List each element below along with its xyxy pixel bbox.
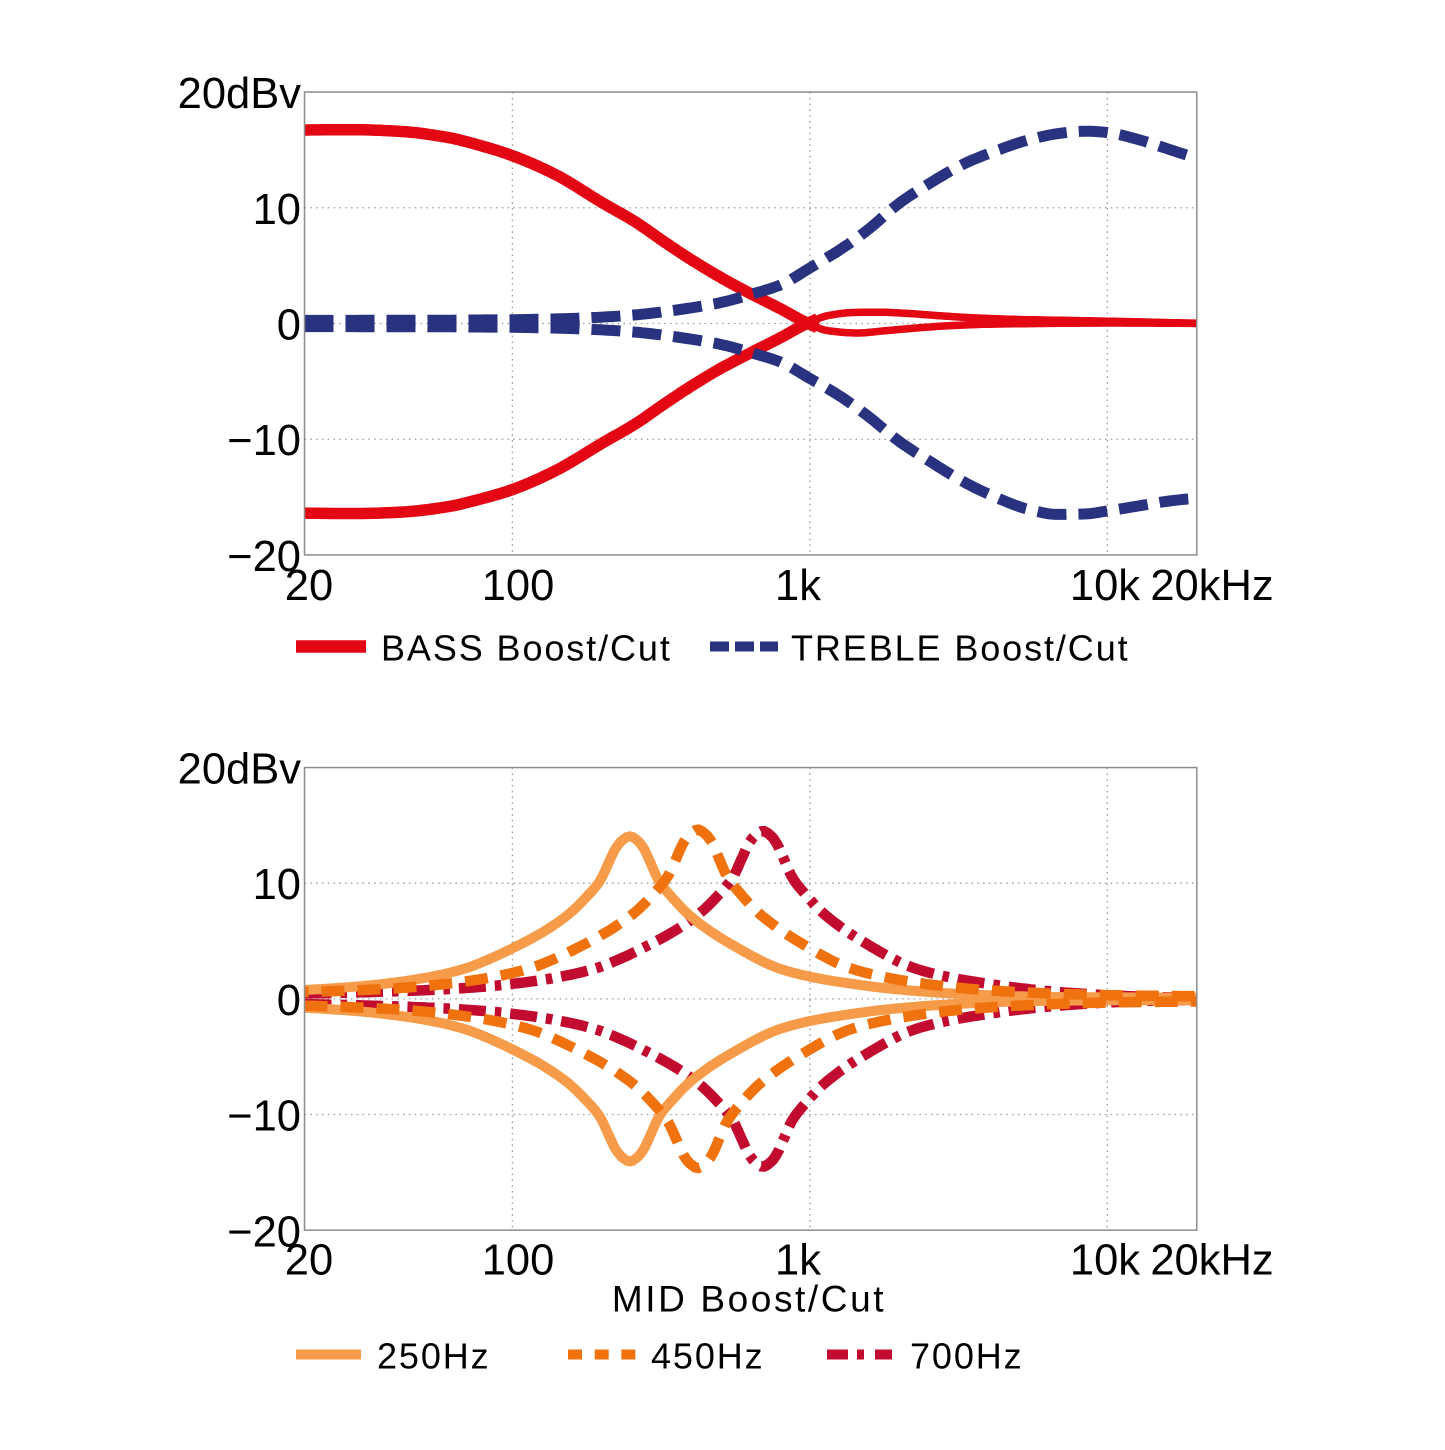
svg-text:1k: 1k [775,1237,821,1285]
svg-text:100: 100 [482,562,555,610]
svg-text:20dBv: 20dBv [178,70,302,118]
svg-text:MID Boost/Cut: MID Boost/Cut [612,1279,886,1320]
svg-text:700Hz: 700Hz [910,1335,1024,1376]
svg-text:450Hz: 450Hz [651,1335,765,1376]
svg-text:0: 0 [277,977,301,1025]
svg-text:10: 10 [253,861,301,909]
svg-text:250Hz: 250Hz [377,1335,491,1376]
svg-text:1k: 1k [775,562,821,610]
svg-text:20: 20 [285,1237,333,1285]
svg-text:−20: −20 [227,1208,301,1256]
svg-text:20kHz: 20kHz [1150,562,1273,610]
svg-text:10: 10 [253,186,301,234]
svg-text:100: 100 [482,1237,555,1285]
svg-text:−10: −10 [227,1093,301,1141]
svg-text:−10: −10 [227,417,301,465]
svg-text:BASS Boost/Cut: BASS Boost/Cut [381,627,672,668]
svg-text:10k: 10k [1070,562,1140,610]
svg-text:20kHz: 20kHz [1150,1237,1273,1285]
svg-text:0: 0 [277,302,301,350]
svg-text:−20: −20 [227,533,301,581]
svg-text:20: 20 [285,562,333,610]
svg-text:20dBv: 20dBv [178,745,302,793]
svg-text:10k: 10k [1070,1237,1140,1285]
svg-text:TREBLE Boost/Cut: TREBLE Boost/Cut [791,627,1130,668]
